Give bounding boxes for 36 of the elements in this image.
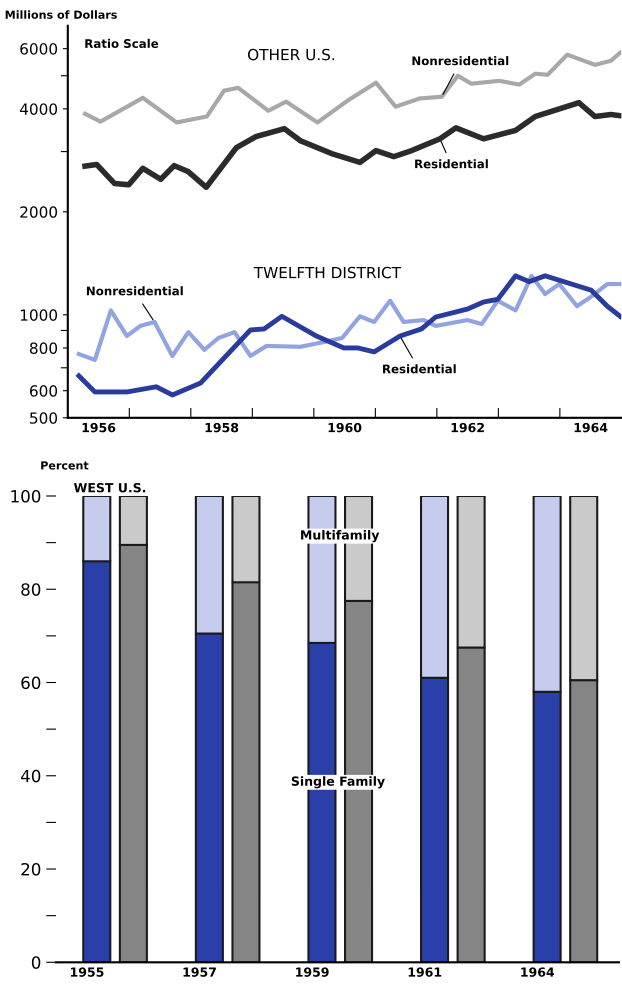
x-tick-label: 1964 [521, 967, 554, 977]
x-tick-label: 1962 [452, 422, 484, 432]
x-tick-label: 1960 [328, 422, 362, 432]
x-tick-label: 1958 [206, 422, 238, 432]
x-tick-label: 1955 [70, 967, 104, 977]
series-label: Residential [383, 364, 456, 374]
y-tick-label: 800 [30, 342, 58, 354]
annotation: OTHER U.S. [248, 48, 334, 60]
chart-title: WEST U.S. [74, 482, 146, 492]
y-tick-label: 6000 [20, 43, 58, 55]
series-label: Multifamily [301, 530, 380, 542]
annotation: TWELFTH DISTRICT [254, 266, 402, 278]
y-tick-label: 80 [21, 583, 40, 596]
y-axis-title: Millions of Dollars [6, 10, 117, 19]
x-tick-label: 1964 [574, 422, 608, 432]
y-tick-label: 2000 [20, 206, 58, 218]
y-tick-label: 4000 [20, 103, 58, 115]
series-label: Nonresidential [412, 56, 508, 66]
annotation: Ratio Scale [85, 38, 158, 48]
series-label: Residential [415, 159, 488, 168]
y-axis-title: Percent [41, 461, 88, 470]
y-tick-label: 1000 [20, 309, 58, 321]
x-tick-label: 1959 [296, 967, 329, 977]
y-tick-label: 0 [32, 956, 40, 969]
y-tick-label: 100 [11, 490, 40, 503]
x-tick-label: 1961 [408, 967, 442, 977]
y-tick-label: 600 [30, 385, 58, 397]
text: Nonresidential [86, 286, 183, 296]
series-label: Single Family [292, 776, 385, 788]
y-tick-label: 60 [21, 676, 40, 690]
x-tick-label: 1957 [184, 967, 216, 977]
y-tick-label: 40 [21, 770, 40, 782]
line-series [82, 50, 622, 125]
x-tick-label: 1956 [82, 422, 116, 432]
y-tick-label: 500 [30, 412, 58, 424]
y-tick-label: 20 [21, 862, 40, 876]
